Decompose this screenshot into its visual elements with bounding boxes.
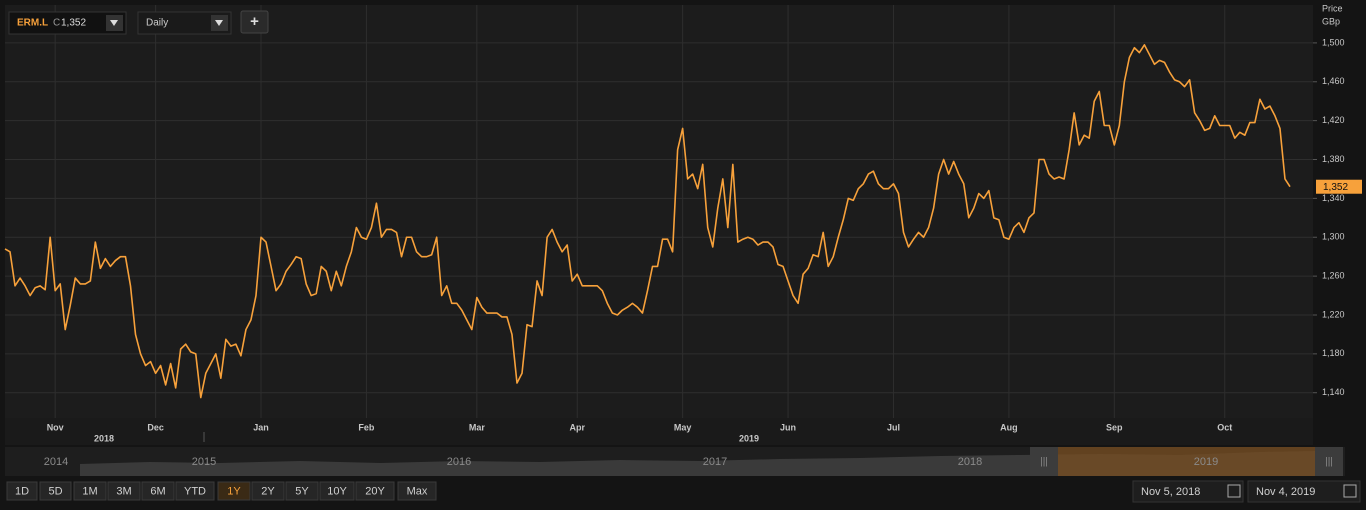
x-tick-label: Sep [1106, 422, 1123, 432]
range-button-label: 1M [82, 485, 97, 497]
range-button-label: 1D [15, 485, 29, 497]
x-tick-label: Apr [569, 422, 585, 432]
x-tick-label: Aug [1000, 422, 1018, 432]
range-button[interactable] [107, 481, 141, 501]
current-price-box [1316, 179, 1362, 194]
calendar-icon[interactable] [1227, 484, 1241, 498]
grid [5, 5, 1313, 418]
start-date: Nov 5, 2018 [1141, 486, 1200, 498]
y-tick-label: 1,300 [1322, 232, 1345, 242]
range-buttons: 1D 5D 1M 3M 6M YTD 1Y 2Y 5Y 10Y 20Y Max [6, 481, 437, 501]
add-button-label: + [250, 13, 259, 30]
navigator-year: 2017 [703, 456, 727, 468]
end-date: Nov 4, 2019 [1256, 486, 1315, 498]
y-tick-label: 1,420 [1322, 115, 1345, 125]
range-button[interactable] [6, 481, 38, 501]
range-button[interactable] [319, 481, 355, 501]
x-tick-label: Oct [1217, 422, 1232, 432]
x-tick-label: Jul [887, 422, 900, 432]
symbol-box[interactable] [8, 11, 127, 35]
range-button-label: 5Y [295, 485, 309, 497]
start-date-box[interactable] [1132, 480, 1244, 503]
y-tick-label: 1,140 [1322, 387, 1345, 397]
x-tick-label: Nov [47, 422, 64, 432]
range-button-label: 6M [150, 485, 165, 497]
range-button[interactable] [73, 481, 107, 501]
navigator-handle[interactable] [1030, 447, 1058, 476]
navigator-year: 2015 [192, 456, 216, 468]
range-button[interactable] [355, 481, 395, 501]
range-button-label: 20Y [365, 485, 385, 497]
range-button-label: 2Y [261, 485, 275, 497]
x-tick-label: Jun [780, 422, 796, 432]
range-button[interactable] [39, 481, 72, 501]
navigator-selection[interactable] [1030, 447, 1343, 476]
dropdown-arrow [215, 20, 223, 26]
navigator-handle[interactable] [1315, 447, 1343, 476]
ticker: ERM.L [17, 18, 48, 29]
price-line [4, 44, 1291, 399]
range-button-label: 1Y [227, 485, 241, 497]
calendar-icon[interactable] [1343, 484, 1357, 498]
x-axis-strip [5, 418, 1313, 445]
range-button[interactable] [217, 481, 251, 501]
y-tick-label: 1,260 [1322, 270, 1345, 280]
range-button[interactable] [251, 481, 285, 501]
year-label: 2019 [739, 433, 759, 443]
navigator-year: 2019 [1194, 456, 1218, 468]
add-button[interactable] [240, 10, 269, 34]
y-axis-title: Price [1322, 3, 1343, 13]
navigator-year: 2018 [958, 456, 982, 468]
y-tick-label: 1,220 [1322, 309, 1345, 319]
x-tick-label: Feb [358, 422, 375, 432]
dropdown-arrow [110, 20, 118, 26]
navigator-year: 2014 [44, 456, 68, 468]
range-button[interactable] [285, 481, 319, 501]
handle-grip: ||| [1325, 457, 1333, 468]
range-button-label: 3M [116, 485, 131, 497]
y-tick-label: 1,500 [1322, 37, 1345, 47]
close-value: 1,352 [61, 18, 86, 29]
y-tick-label: 1,180 [1322, 348, 1345, 358]
navigator-year: 2016 [447, 456, 471, 468]
year-label: 2018 [94, 433, 114, 443]
x-tick-label: Mar [469, 422, 486, 432]
y-tick-label: 1,340 [1322, 193, 1345, 203]
range-button-label: 5D [48, 485, 62, 497]
interval-box[interactable] [137, 11, 232, 35]
x-tick-label: Jan [253, 422, 269, 432]
range-button[interactable] [175, 481, 215, 501]
plot-area [5, 5, 1313, 418]
end-date-box[interactable] [1247, 480, 1361, 503]
navigator-years: 2014 2015 2016 2017 2018 2019 [44, 456, 1218, 468]
x-tick-label: May [674, 422, 692, 432]
y-tick-label: 1,460 [1322, 76, 1345, 86]
handle-grip: ||| [1040, 457, 1048, 468]
plot [4, 44, 1291, 399]
x-tick-label: Dec [147, 422, 164, 432]
navigator-area [80, 451, 1315, 476]
range-button[interactable] [397, 481, 437, 501]
y-axis-unit: GBp [1322, 16, 1340, 26]
range-button[interactable] [141, 481, 175, 501]
y-tick-label: 1,380 [1322, 154, 1345, 164]
range-button-label: 10Y [327, 485, 347, 497]
range-button-label: Max [407, 485, 428, 497]
close-prefix: C [53, 18, 60, 29]
range-button-label: YTD [184, 485, 206, 497]
interval: Daily [146, 18, 168, 29]
current-price-label: 1,352 [1323, 182, 1348, 193]
